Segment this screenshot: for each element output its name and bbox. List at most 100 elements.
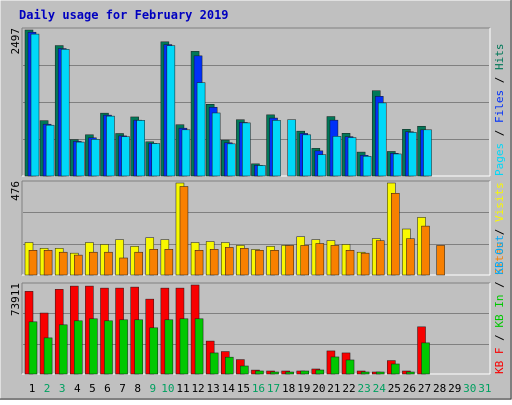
bar-sites-day-2 xyxy=(43,250,53,276)
panel-bottom-area xyxy=(22,283,490,374)
bar-kb-in-day-23 xyxy=(360,371,370,375)
bar-kb-in-day-22 xyxy=(345,359,355,375)
bar-kb-in-day-20 xyxy=(315,369,325,375)
bar-pages-day-2 xyxy=(45,124,55,177)
bar-kb-in-day-5 xyxy=(89,318,98,375)
x-tick-label-day-22: 22 xyxy=(342,382,355,395)
legend-kb-f: KB F xyxy=(493,348,506,375)
bar-pages-day-16 xyxy=(257,165,266,177)
x-tick-label-day-4: 4 xyxy=(74,382,81,395)
bar-sites-day-23 xyxy=(360,252,370,276)
bar-kb-in-day-17 xyxy=(270,371,279,375)
bar-sites-day-1 xyxy=(28,250,38,276)
legend-files: Files xyxy=(493,90,506,123)
bar-sites-day-28 xyxy=(436,245,445,276)
bar-kb-in-day-14 xyxy=(225,356,234,375)
x-tick-label-day-28: 28 xyxy=(433,382,446,395)
chart-title: Daily usage for February 2019 xyxy=(19,8,229,22)
x-tick-label-day-30: 30 xyxy=(463,382,476,395)
bar-kb-in-day-21 xyxy=(330,356,340,375)
legend-kb-out: KB Out xyxy=(493,235,506,275)
x-tick-label-day-25: 25 xyxy=(388,382,401,395)
bar-sites-day-11 xyxy=(179,186,189,276)
bar-pages-day-1 xyxy=(30,33,40,177)
bar-kb-in-day-16 xyxy=(255,370,264,375)
bar-sites-day-20 xyxy=(315,243,325,276)
x-tick-label-day-24: 24 xyxy=(373,382,387,395)
legend-separator: / xyxy=(493,70,506,90)
x-tick-label-day-7: 7 xyxy=(119,382,126,395)
panel-middle xyxy=(21,180,491,276)
bar-kb-in-day-12 xyxy=(194,318,204,375)
x-tick-label-day-12: 12 xyxy=(191,382,204,395)
panel-bottom xyxy=(21,282,491,375)
bar-pages-day-9 xyxy=(151,143,161,177)
bar-sites-day-26 xyxy=(406,238,415,276)
top-ymax-label: 2497 xyxy=(9,28,22,55)
bar-sites-day-25 xyxy=(391,192,400,276)
x-tick-label-day-23: 23 xyxy=(358,382,371,395)
bar-pages-day-12 xyxy=(196,82,206,177)
bar-pages-day-24 xyxy=(377,102,387,177)
bar-kb-in-day-26 xyxy=(406,371,415,375)
bottom-ymax-label: 73911 xyxy=(9,283,22,316)
x-tick-label-day-5: 5 xyxy=(89,382,96,395)
bar-sites-day-12 xyxy=(194,250,204,276)
bar-kb-in-day-19 xyxy=(300,370,309,375)
bar-sites-day-18 xyxy=(285,245,294,276)
x-tick-label-day-3: 3 xyxy=(59,382,66,395)
bar-pages-day-26 xyxy=(408,132,417,177)
bar-sites-day-22 xyxy=(345,250,355,276)
bar-pages-day-27 xyxy=(423,129,432,177)
x-tick-label-day-29: 29 xyxy=(448,382,461,395)
bar-sites-day-15 xyxy=(240,248,249,276)
bar-kb-in-day-9 xyxy=(149,327,159,375)
x-tick-label-day-16: 16 xyxy=(252,382,265,395)
bottom-legend: KB F / KB In / KB Out xyxy=(493,235,506,374)
bar-pages-day-19 xyxy=(302,134,311,177)
middle-ymax-label: 476 xyxy=(9,181,22,201)
x-tick-label-day-11: 11 xyxy=(176,382,189,395)
bar-sites-day-27 xyxy=(421,225,430,276)
bar-pages-day-17 xyxy=(272,120,281,177)
x-tick-label-day-17: 17 xyxy=(267,382,280,395)
bar-sites-day-16 xyxy=(255,250,264,276)
legend-separator: / xyxy=(493,123,506,143)
x-axis-labels: 1 2 3 4 5 6 7 8 9 10 11 12 13 14 15 16 17 18 19 20 21 22 23 24 2… xyxy=(29,382,492,395)
x-tick-label-day-15: 15 xyxy=(237,382,250,395)
bar-kb-in-day-6 xyxy=(104,320,113,375)
x-tick-label-day-6: 6 xyxy=(104,382,111,395)
bar-sites-day-24 xyxy=(375,240,385,276)
legend-sites: Sites xyxy=(493,242,506,275)
bar-sites-day-8 xyxy=(134,251,143,276)
bar-pages-day-11 xyxy=(181,129,191,177)
x-tick-label-day-10: 10 xyxy=(161,382,174,395)
bar-sites-day-14 xyxy=(225,247,234,276)
x-tick-label-day-14: 14 xyxy=(222,382,236,395)
bar-sites-day-13 xyxy=(209,249,219,276)
x-tick-label-day-9: 9 xyxy=(149,382,156,395)
x-tick-label-day-26: 26 xyxy=(403,382,416,395)
bar-pages-day-5 xyxy=(91,139,100,177)
bar-sites-day-5 xyxy=(89,251,98,276)
bar-kb-in-day-18 xyxy=(285,371,294,375)
bar-pages-day-20 xyxy=(317,154,327,177)
bar-kb-in-day-15 xyxy=(240,365,249,375)
bar-kb-in-day-8 xyxy=(134,319,143,375)
legend-separator: / xyxy=(493,222,506,242)
bar-kb-in-day-1 xyxy=(28,321,38,375)
chart-panels xyxy=(21,27,491,375)
x-tick-label-day-2: 2 xyxy=(44,382,51,395)
x-tick-label-day-31: 31 xyxy=(478,382,491,395)
x-tick-label-day-27: 27 xyxy=(418,382,431,395)
bar-sites-day-19 xyxy=(300,245,309,276)
x-tick-label-day-8: 8 xyxy=(134,382,141,395)
legend-kb-in: KB In xyxy=(493,295,506,328)
bar-pages-day-18 xyxy=(287,119,296,177)
bar-kb-in-day-27 xyxy=(421,342,430,375)
bar-pages-day-6 xyxy=(106,115,115,177)
bar-sites-day-9 xyxy=(149,249,159,276)
bar-pages-day-3 xyxy=(60,49,70,177)
top-legend: Pages / Files / Hits xyxy=(493,44,506,177)
bar-pages-day-23 xyxy=(362,156,372,177)
